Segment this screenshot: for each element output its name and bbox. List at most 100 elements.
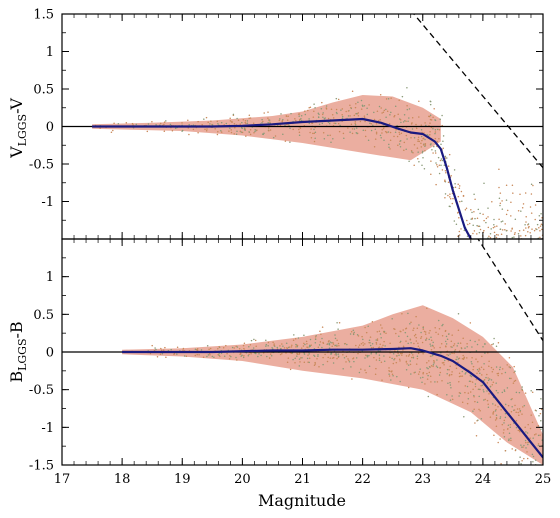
top-scatter-point <box>440 164 442 167</box>
bottom-scatter-point <box>391 373 394 376</box>
bottom-scatter-point <box>466 402 469 405</box>
top-scatter-point <box>335 111 338 114</box>
bottom-scatter-point <box>464 385 467 387</box>
top-scatter-point <box>322 131 325 134</box>
bottom-scatter-point <box>318 365 320 368</box>
bottom-scatter-point <box>474 422 476 424</box>
top-scatter-point <box>493 223 495 226</box>
x-tick-label: 19 <box>174 472 191 487</box>
bottom-scatter-point <box>428 332 430 334</box>
bottom-scatter-point <box>211 355 214 358</box>
top-scatter-point <box>530 183 533 185</box>
top-scatter-point <box>412 151 414 154</box>
bottom-scatter-point <box>266 355 268 358</box>
bottom-scatter-point <box>455 367 458 369</box>
top-scatter-point <box>405 120 407 123</box>
top-axes: 1.5 1 0.5 0 -0.5 -1 <box>29 8 544 240</box>
top-scatter-point <box>209 123 211 125</box>
bottom-scatter-point <box>298 365 301 367</box>
top-scatter-point <box>536 228 538 231</box>
bottom-scatter-point <box>405 355 408 357</box>
top-scatter-point <box>534 218 536 221</box>
top-scatter-point <box>359 120 362 123</box>
bottom-scatter-point <box>415 340 418 342</box>
top-scatter-point <box>244 128 247 131</box>
bottom-scatter-point <box>328 342 331 345</box>
bottom-scatter-point <box>503 429 505 431</box>
bottom-scatter-point <box>389 356 391 359</box>
bottom-scatter-point <box>486 399 489 402</box>
bottom-scatter-point <box>482 389 485 391</box>
bottom-panel: 1 0.5 0 -0.5 -1 -1.517 18 19 20 21 22 23 24 25 BLGGS-… <box>7 238 551 510</box>
top-scatter-point <box>444 179 446 181</box>
top-scatter-point <box>252 122 255 124</box>
top-scatter-point <box>403 141 406 144</box>
top-scatter-point <box>393 135 395 138</box>
top-scatter-point <box>478 231 481 234</box>
top-scatter-point <box>418 100 420 103</box>
top-scatter-point <box>534 204 537 206</box>
bottom-scatter-point <box>390 379 392 381</box>
bottom-scatter-point <box>417 345 420 347</box>
bottom-scatter-point <box>279 345 281 347</box>
top-scatter-point <box>253 132 255 134</box>
bottom-scatter-point <box>491 370 494 373</box>
bottom-scatter-point <box>399 330 401 333</box>
bottom-scatter-point <box>413 335 416 337</box>
top-scatter-point <box>454 186 457 188</box>
bottom-scatter-point <box>296 353 299 355</box>
top-scatter-point <box>377 119 380 122</box>
bottom-scatter-point <box>308 345 311 348</box>
top-scatter-cloud <box>92 95 441 161</box>
top-scatter-point <box>424 142 427 145</box>
bottom-scatter-point <box>447 382 449 384</box>
top-scatter-point <box>413 164 415 167</box>
bottom-scatter-point <box>513 409 516 411</box>
bottom-scatter-point <box>401 312 403 315</box>
bottom-scatter-point <box>317 353 319 356</box>
top-scatter-point <box>360 108 363 110</box>
top-scatter-point <box>125 122 128 124</box>
bottom-scatter-point <box>399 340 402 343</box>
bottom-axes: 1 0.5 0 -0.5 -1 -1.517 18 19 20 21 22 23 24 25 <box>29 238 551 487</box>
bottom-scatter-point <box>356 334 359 336</box>
bottom-scatter-point <box>352 329 355 331</box>
bottom-scatter-point <box>435 331 437 334</box>
top-scatter-point <box>335 97 338 100</box>
top-scatter-point <box>487 226 490 229</box>
top-scatter-point <box>332 138 334 140</box>
top-scatter-point <box>487 207 489 209</box>
top-scatter-point <box>403 113 406 116</box>
bottom-scatter-point <box>429 375 432 378</box>
bottom-scatter-point <box>313 355 316 358</box>
top-scatter-point <box>525 216 527 218</box>
top-scatter-point <box>241 121 243 124</box>
bottom-scatter-point <box>444 330 447 332</box>
top-scatter-point <box>444 193 447 195</box>
top-scatter-point <box>308 122 311 125</box>
top-scatter-point <box>256 129 258 131</box>
top-scatter-point <box>525 227 527 229</box>
top-scatter-point <box>483 182 485 184</box>
bottom-scatter-point <box>437 333 440 335</box>
top-scatter-point <box>285 115 288 118</box>
top-scatter-point <box>280 113 282 115</box>
bottom-scatter-point <box>362 342 364 344</box>
top-scatter-point <box>439 159 442 162</box>
bottom-scatter-point <box>491 343 493 346</box>
bottom-scatter-point <box>393 357 396 360</box>
top-y-tick-label: 0.5 <box>33 83 54 98</box>
top-scatter-point <box>519 193 521 195</box>
bottom-scatter-point <box>532 461 534 463</box>
bottom-scatter-point <box>235 356 237 359</box>
bottom-scatter-point <box>418 347 421 350</box>
top-scatter-point <box>353 114 356 117</box>
bottom-scatter-point <box>321 326 324 328</box>
bottom-scatter-point <box>510 437 512 440</box>
top-scatter-point <box>424 145 426 148</box>
bottom-scatter-point <box>514 370 516 373</box>
bottom-scatter-point <box>410 321 412 324</box>
top-scatter-point <box>421 164 423 166</box>
top-scatter-point <box>286 119 289 121</box>
bottom-scatter-point <box>537 425 540 427</box>
